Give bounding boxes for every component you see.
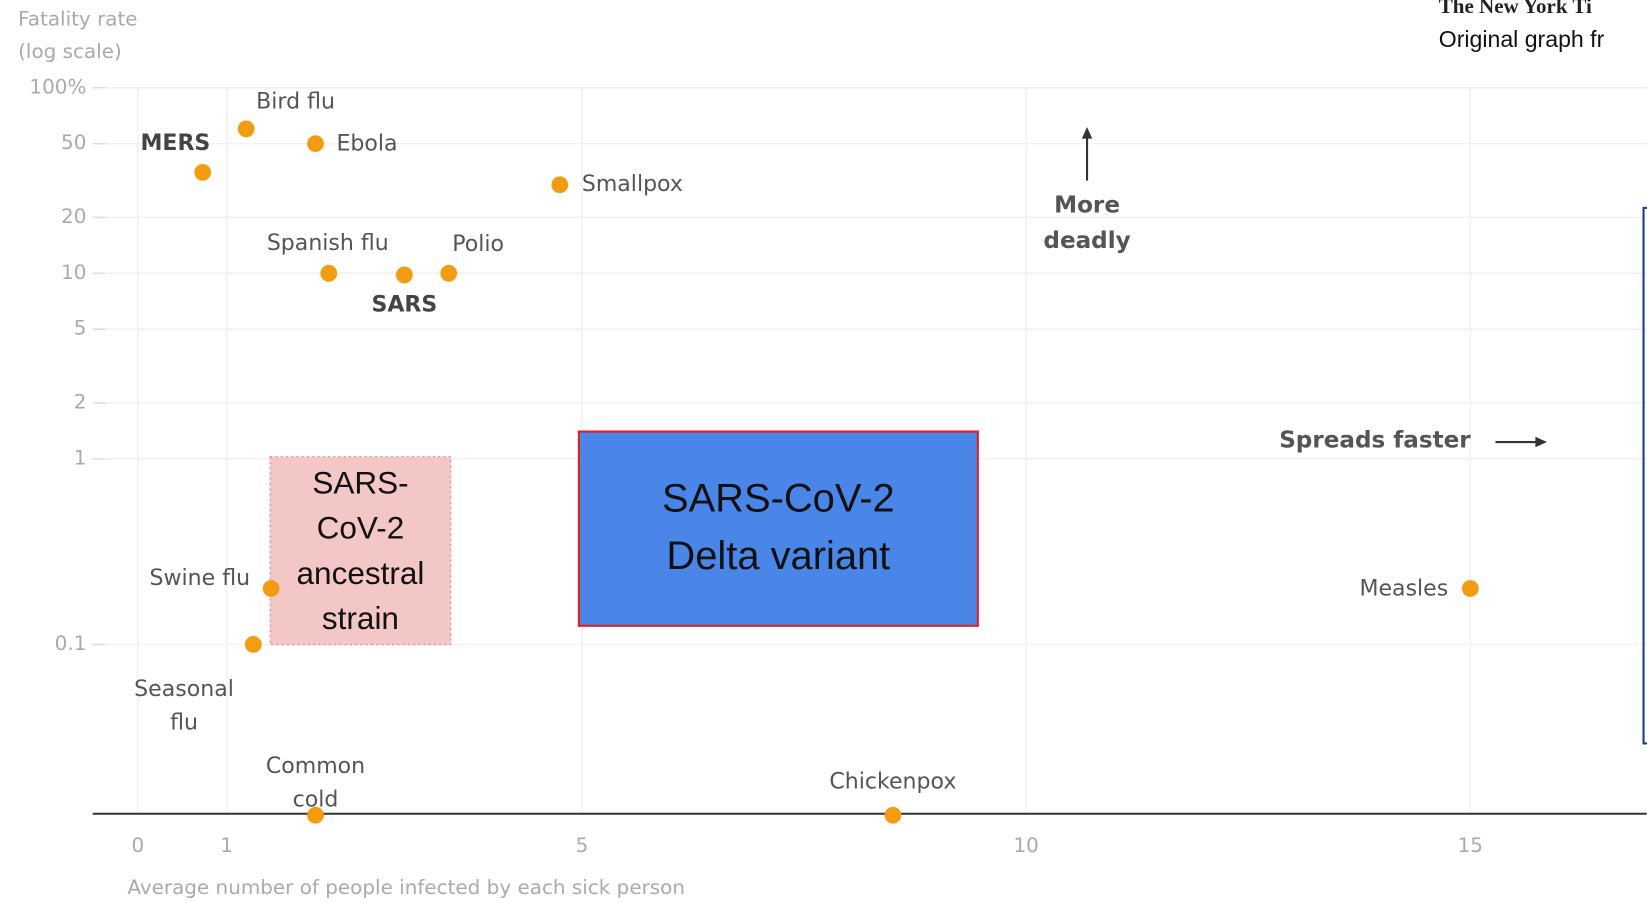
delta-box [577,430,979,627]
x-tick-label: 5 [576,833,589,857]
delta-label: Delta variant [666,534,890,578]
x-tick-label: 0 [132,833,145,857]
point-label: Smallpox [582,172,683,197]
y-tick-label: 50 [61,130,86,154]
point [262,580,280,597]
point [1461,580,1479,597]
ancestral-box [269,456,452,646]
point [307,135,324,153]
point-label-text: Common cold [265,753,366,813]
point-label: Polio [452,232,504,257]
point [307,806,324,824]
point [551,176,569,194]
point-label-text: Seasonal flu [134,675,234,735]
point-label: Measles [1359,577,1448,602]
point-label: Chickenpox [829,770,956,795]
point [244,635,262,653]
point-label: MERS [140,131,210,156]
arrow-head [1535,436,1547,448]
point [884,806,902,824]
y-tick-label: 10 [61,260,86,284]
y-tick-label: 100% [29,74,86,98]
ancestral-label: SARS-CoV-2 ancestral strain [296,465,425,636]
y-axis-label: (log scale) [18,39,122,63]
annotation: More [1054,192,1120,218]
source-note: Original graph fr [1439,26,1605,52]
x-tick-label: 10 [1013,833,1038,857]
arrow-head [1081,127,1093,139]
point [395,266,413,284]
point [440,264,458,282]
y-tick-label: 1 [74,445,87,469]
point-label: Spanish flu [267,231,389,256]
point [237,120,255,138]
delta-label: SARS-CoV-2 [662,476,895,520]
y-tick-label: 5 [74,316,87,340]
annotation: deadly [1043,228,1130,254]
y-tick-label: 0.1 [55,631,87,655]
y-tick-label: 20 [61,204,86,228]
y-tick-label: 2 [74,389,87,413]
point-label: SARS [371,292,437,317]
x-tick-label: 1 [220,833,233,857]
point-label: Bird flu [256,90,335,115]
point-label: Ebola [337,132,398,157]
x-axis-label: Average number of people infected by eac… [127,875,685,899]
side-box [1642,206,1647,745]
point-label: Seasonal flu [134,675,234,735]
point [194,163,212,181]
point [320,264,338,282]
point-label: Swine flu [150,566,251,591]
annotation: Spreads faster [1279,428,1471,454]
x-tick-label: 15 [1458,833,1483,857]
y-axis-label: Fatality rate [18,6,137,30]
source-logo: The New York Ti [1439,0,1592,18]
point-label: Common cold [265,753,366,813]
ancestral-text: SARS-CoV-2 ancestral strain [296,465,425,636]
